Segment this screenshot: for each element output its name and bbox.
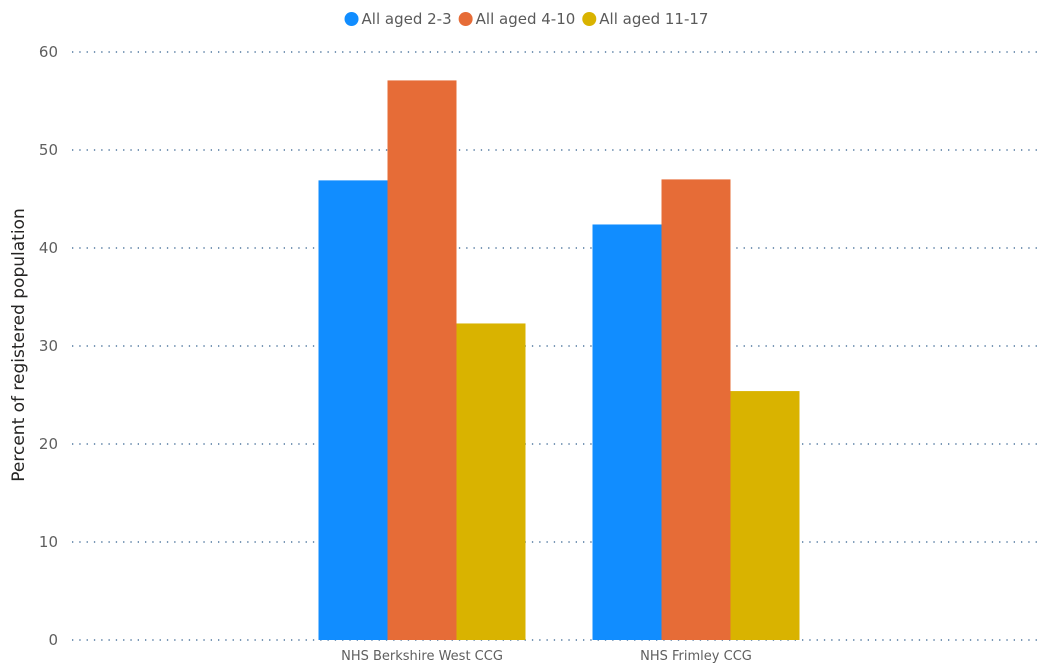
x-axis-categories: NHS Berkshire West CCG NHS Frimley CCG (341, 649, 752, 664)
legend-item[interactable]: All aged 2-3 (344, 10, 452, 28)
bar (661, 179, 731, 640)
legend-item[interactable]: All aged 4-10 (458, 10, 576, 28)
legend-label: All aged 11-17 (599, 10, 708, 28)
legend: All aged 2-3 All aged 4-10 All aged 11-17 (344, 10, 708, 28)
y-axis-label: Percent of registered population (9, 208, 29, 481)
x-category-label: NHS Frimley CCG (640, 649, 752, 664)
legend-label: All aged 2-3 (362, 10, 452, 28)
gridlines (72, 51, 1041, 641)
y-tick-label: 30 (39, 337, 58, 355)
bar (456, 323, 526, 640)
x-category-label: NHS Berkshire West CCG (341, 649, 503, 664)
y-tick-label: 0 (48, 631, 58, 649)
bar (592, 224, 662, 641)
bar (730, 391, 800, 640)
legend-marker (582, 12, 597, 26)
bars (318, 80, 800, 641)
legend-item[interactable]: All aged 11-17 (582, 10, 708, 28)
y-tick-label: 10 (39, 533, 58, 551)
bar (318, 180, 388, 640)
y-tick-label: 60 (39, 43, 58, 61)
legend-label: All aged 4-10 (476, 10, 576, 28)
y-tick-label: 20 (39, 435, 58, 453)
legend-marker (344, 12, 359, 26)
y-tick-label: 50 (39, 141, 58, 159)
legend-marker (458, 12, 473, 26)
bar (387, 80, 457, 641)
y-tick-label: 40 (39, 239, 58, 257)
y-axis-ticks: 0 10 20 30 40 50 60 (39, 43, 58, 649)
